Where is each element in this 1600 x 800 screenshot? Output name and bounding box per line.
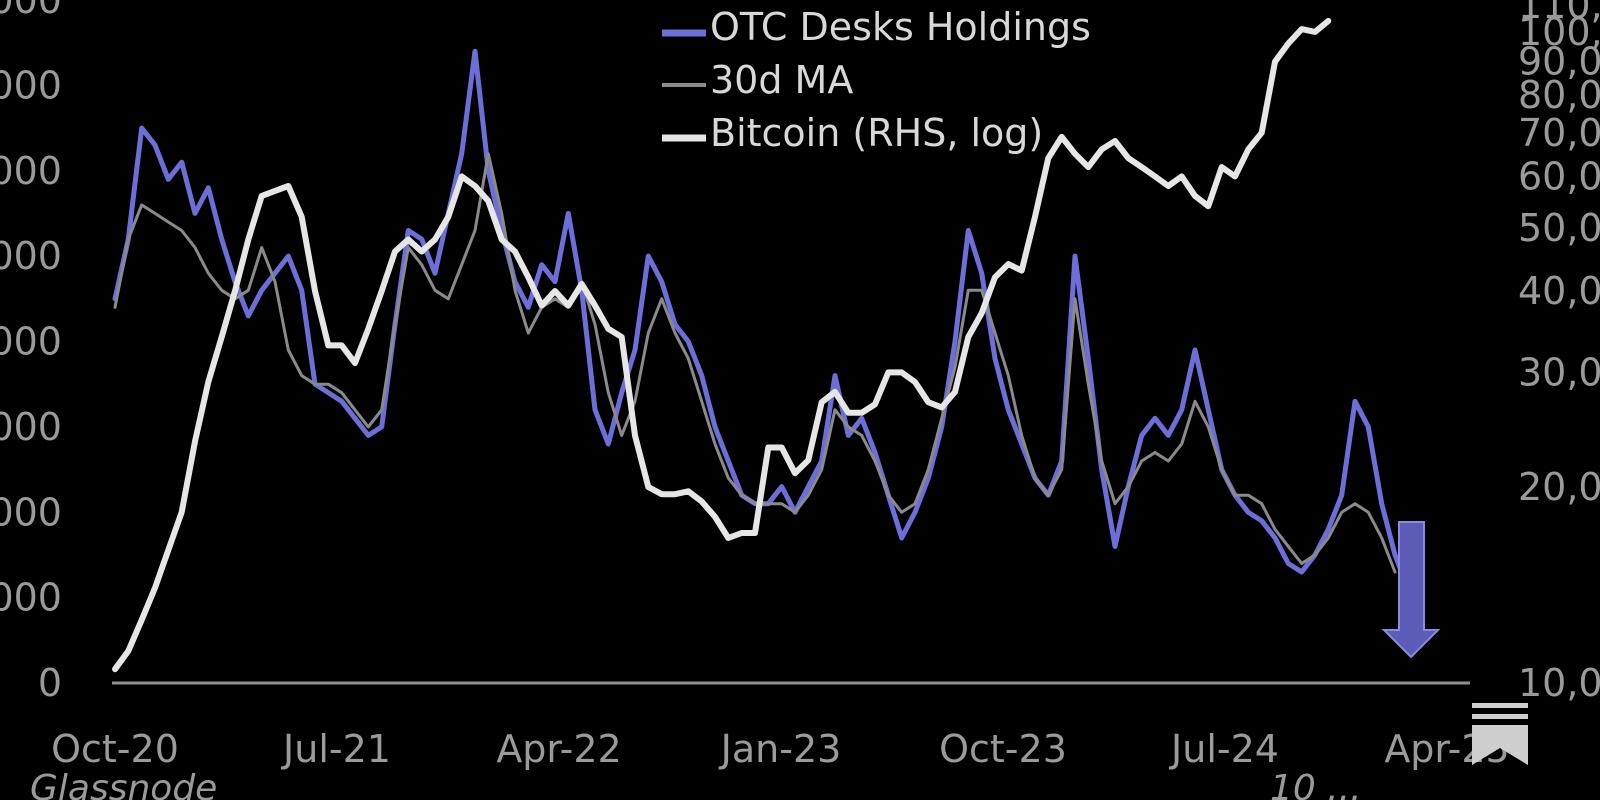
legend-label-ma: 30d MA	[710, 58, 853, 102]
y-left-axis: 0 1000 2000 3000 4000 5000 6000 7000 8000	[0, 0, 62, 705]
y-right-axis: 10,000 20,000 30,000 40,000 50,000 60,00070,0…	[1518, 0, 1600, 705]
y-right-tick-label: 100,000	[1518, 10, 1600, 54]
bookmark-icon[interactable]	[1472, 703, 1528, 765]
x-tick-label: Oct-20	[51, 727, 179, 771]
legend-label-btc: Bitcoin (RHS, log)	[710, 111, 1043, 155]
x-tick-label: Jan-23	[719, 727, 842, 771]
y-right-tick-label: 90,000	[1518, 40, 1600, 84]
y-left-tick-label: 3000	[0, 405, 62, 449]
y-left-tick-label: 4000	[0, 320, 62, 364]
x-tick-label: Oct-23	[939, 727, 1067, 771]
y-left-tick-label: 1000	[0, 576, 62, 620]
y-right-tick-label: 80,000	[1518, 73, 1600, 117]
footer-source: Glassnode	[30, 768, 217, 800]
y-left-tick-label: 8000	[0, 0, 62, 22]
legend-label-otc: OTC Desks Holdings	[710, 5, 1091, 49]
y-right-tick-label: 40,000	[1518, 269, 1600, 313]
y-right-tick-label: 60,000	[1518, 154, 1600, 198]
y-right-tick-label: 20,000	[1518, 465, 1600, 509]
y-left-tick-label: 5000	[0, 234, 62, 278]
legend: OTC Desks Holdings 30d MA Bitcoin (RHS, …	[662, 5, 1091, 155]
x-tick-label: Jul-24	[1169, 727, 1279, 771]
y-right-tick-label: 50,000	[1518, 206, 1600, 250]
x-tick-label: Jul-21	[281, 727, 391, 771]
y-right-tick-label: 10,000	[1518, 661, 1600, 705]
x-tick-label: Apr-22	[496, 727, 621, 771]
series-layer	[112, 17, 1411, 673]
footer-right: 10 ...	[1270, 768, 1362, 800]
y-right-tick-label: 110,000	[1518, 0, 1600, 27]
series-line-bitcoin-rhs-log	[112, 17, 1332, 673]
y-left-tick-label: 6000	[0, 149, 62, 193]
y-left-tick-label: 7000	[0, 63, 62, 107]
y-left-tick-label: 0	[38, 661, 62, 705]
down-arrow-icon	[1381, 521, 1441, 659]
x-axis: Oct-20 Jul-21 Apr-22 Jan-23 Oct-23 Jul-24 Apr-…	[51, 727, 1510, 771]
series-line-30d-ma	[113, 152, 1397, 574]
y-right-tick-label: 30,000	[1518, 350, 1600, 394]
y-right-tick-label: 70,000	[1518, 111, 1600, 155]
y-left-tick-label: 2000	[0, 490, 62, 534]
